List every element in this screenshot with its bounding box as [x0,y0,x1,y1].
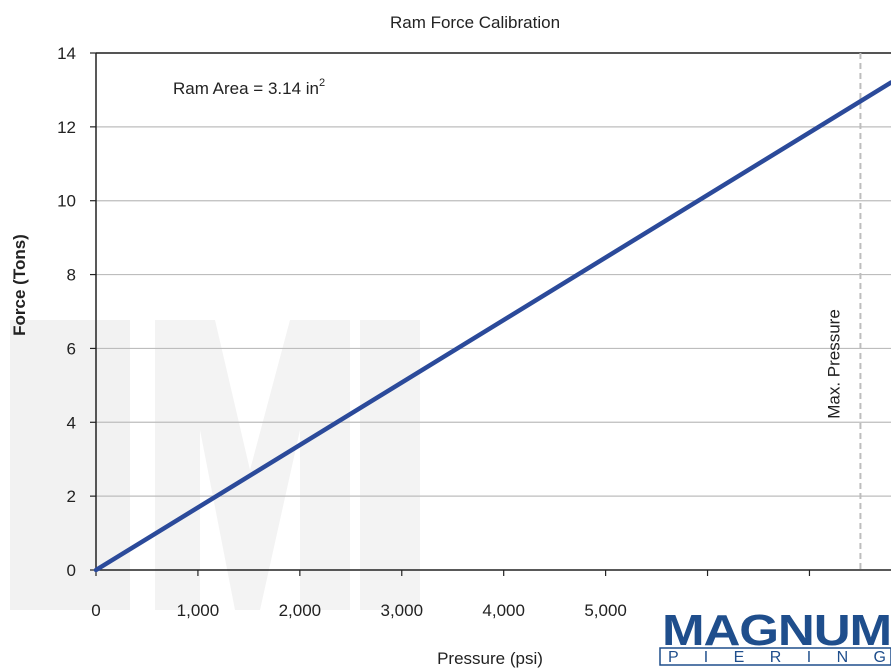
y-tick-label-0: 0 [67,561,76,580]
x-tick-label-0: 0 [91,601,100,620]
y-tick-label-12: 12 [57,118,76,137]
max-pressure-label: Max. Pressure [824,309,843,419]
magnum-logo: MAGNUM P I E R I N G [658,602,891,670]
x-axis-title: Pressure (psi) [437,649,543,668]
grid-lines [96,52,891,497]
y-tick-label-10: 10 [57,192,76,211]
y-tick-label-14: 14 [57,44,76,63]
y-tick-label-8: 8 [67,266,76,285]
series-group [93,80,891,573]
y-tick-label-6: 6 [67,339,76,358]
y-tick-labels: 0 2 4 6 8 10 12 14 [57,44,96,580]
y-tick-label-4: 4 [67,413,76,432]
ram-area-label: Ram Area = 3.14 in2 [173,77,325,98]
x-tick-label-4000: 4,000 [482,601,525,620]
y-axis-title: Force (Tons) [10,234,29,336]
ram-area-text: Ram Area = 3.14 in [173,79,319,98]
x-tick-label-2000: 2,000 [279,601,322,620]
chart-title: Ram Force Calibration [390,13,560,32]
x-tick-label-1000: 1,000 [177,601,220,620]
logo-main-text: MAGNUM [662,606,891,655]
series-line-0 [93,80,891,573]
x-tick-label-3000: 3,000 [380,601,423,620]
background-watermark [10,320,420,610]
y-tick-label-2: 2 [67,487,76,506]
ram-area-superscript: 2 [319,77,325,89]
x-tick-label-5000: 5,000 [584,601,627,620]
